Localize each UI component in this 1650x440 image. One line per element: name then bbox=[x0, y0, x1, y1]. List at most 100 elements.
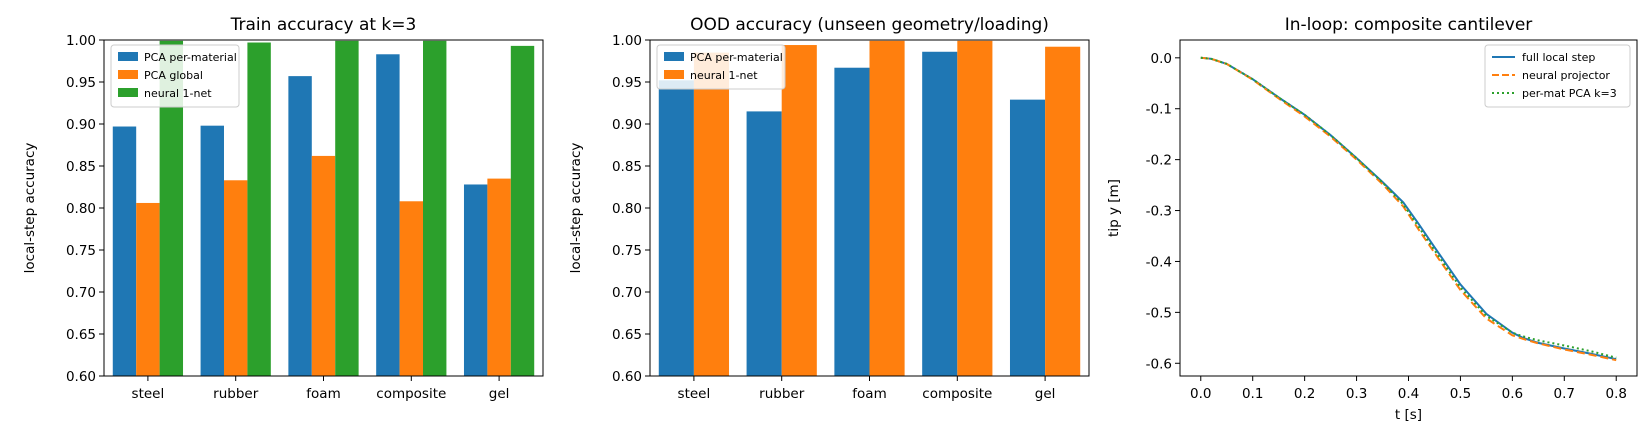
x-tick-label: 0.5 bbox=[1450, 386, 1471, 402]
bar-pca-per-material-foam bbox=[834, 67, 870, 376]
y-axis-label: local-step accuracy bbox=[22, 143, 38, 274]
y-tick-label: 0.75 bbox=[66, 243, 96, 259]
bar-pca-per-material-rubber bbox=[746, 111, 782, 377]
bar-neural-1-net-composite bbox=[957, 40, 993, 377]
y-tick-label: -0.5 bbox=[1146, 305, 1172, 321]
legend-swatch bbox=[664, 70, 684, 79]
chart-title: OOD accuracy (unseen geometry/loading) bbox=[690, 15, 1049, 35]
bar-pca-per-material-gel bbox=[1009, 99, 1046, 376]
x-tick-label: composite bbox=[376, 386, 446, 402]
bar-neural-1-net-gel bbox=[510, 45, 535, 376]
bar-pca-per-material-steel bbox=[658, 80, 694, 376]
x-tick-label: foam bbox=[852, 386, 886, 402]
bar-neural-1-net-steel bbox=[693, 52, 730, 376]
bar-pca-per-material-rubber bbox=[200, 125, 224, 377]
bar-pca-per-material-gel bbox=[463, 184, 488, 376]
y-tick-label: 0.80 bbox=[612, 201, 642, 217]
bar-pca-global-composite bbox=[399, 201, 424, 376]
legend-swatch bbox=[118, 52, 138, 61]
axes-frame bbox=[1179, 39, 1638, 377]
legend: full local step neural projector per-mat P… bbox=[1484, 44, 1631, 108]
bar-neural-1-net-rubber bbox=[781, 45, 817, 376]
legend-entry: PCA per-material bbox=[690, 51, 783, 64]
bar-neural-1-net-composite bbox=[423, 40, 447, 377]
y-tick-label: 0.65 bbox=[66, 327, 96, 343]
x-tick-label: rubber bbox=[213, 386, 259, 402]
y-axis-label: tip y [m] bbox=[1106, 179, 1122, 237]
y-tick-label: 0.70 bbox=[612, 285, 642, 301]
y-tick-label: 0.60 bbox=[66, 369, 96, 385]
x-tick-label: 0.1 bbox=[1242, 386, 1263, 402]
legend-box bbox=[110, 44, 240, 108]
legend-entry: neural 1-net bbox=[690, 69, 758, 82]
bar-neural-1-net-rubber bbox=[247, 42, 271, 377]
bar-pca-global-gel bbox=[487, 178, 511, 376]
x-tick-label: gel bbox=[489, 386, 510, 402]
legend-entry: neural 1-net bbox=[144, 87, 212, 100]
legend-entry: neural projector bbox=[1522, 69, 1610, 82]
x-tick-label: 0.7 bbox=[1554, 386, 1575, 402]
y-tick-label: 1.00 bbox=[612, 33, 642, 49]
chart-title: Train accuracy at k=3 bbox=[230, 15, 417, 35]
y-tick-label: 0.90 bbox=[612, 117, 642, 133]
x-tick-label: 0.8 bbox=[1605, 386, 1626, 402]
chart-2: steel rubber foam composite gel 0.60 0.65 0.70 0… bbox=[568, 15, 1090, 402]
y-tick-label: 0.70 bbox=[66, 285, 96, 301]
axes-frame bbox=[103, 39, 544, 377]
bar-neural-1-net-foam bbox=[869, 40, 905, 377]
y-tick-label: -0.3 bbox=[1146, 204, 1172, 220]
y-tick-label: -0.1 bbox=[1146, 102, 1172, 118]
chart-title: In-loop: composite cantilever bbox=[1285, 15, 1533, 35]
bar-pca-per-material-steel bbox=[112, 126, 137, 377]
x-axis-label: t [s] bbox=[1395, 407, 1422, 423]
y-tick-label: 0.85 bbox=[66, 159, 96, 175]
bar-neural-1-net-steel bbox=[159, 40, 184, 377]
series-line-neural-projector bbox=[1200, 56, 1617, 362]
legend: PCA per-material neural 1-net bbox=[656, 44, 786, 90]
x-tick-label: 0.3 bbox=[1346, 386, 1367, 402]
y-tick-label: -0.6 bbox=[1146, 356, 1172, 372]
x-tick-label: 0.2 bbox=[1294, 386, 1315, 402]
x-tick-label: composite bbox=[922, 386, 992, 402]
y-tick-label: 0.90 bbox=[66, 117, 96, 133]
y-tick-label: 0.95 bbox=[66, 75, 96, 91]
bar-pca-global-foam bbox=[311, 155, 336, 376]
legend-box bbox=[656, 44, 786, 90]
y-tick-label: 0.0 bbox=[1151, 51, 1172, 67]
x-tick-label: 0.0 bbox=[1190, 386, 1211, 402]
x-tick-label: gel bbox=[1035, 386, 1056, 402]
x-tick-label: 0.4 bbox=[1398, 386, 1419, 402]
y-tick-label: 0.80 bbox=[66, 201, 96, 217]
y-tick-label: 0.85 bbox=[612, 159, 642, 175]
legend: PCA per-material PCA global neural 1-net bbox=[110, 44, 240, 108]
legend-entry: PCA global bbox=[144, 69, 203, 82]
x-tick-label: rubber bbox=[759, 386, 805, 402]
bar-neural-1-net-foam bbox=[335, 40, 359, 377]
x-tick-label: foam bbox=[306, 386, 340, 402]
x-tick-label: steel bbox=[132, 386, 165, 402]
y-tick-label: 1.00 bbox=[66, 33, 96, 49]
y-axis-label: local-step accuracy bbox=[568, 143, 584, 274]
bar-neural-1-net-gel bbox=[1045, 46, 1081, 376]
y-tick-label: 0.65 bbox=[612, 327, 642, 343]
legend-swatch bbox=[118, 70, 138, 79]
legend-entry: PCA per-material bbox=[144, 51, 237, 64]
axes-frame bbox=[649, 39, 1090, 377]
bar-pca-per-material-composite bbox=[922, 51, 958, 376]
x-tick-label: 0.6 bbox=[1502, 386, 1523, 402]
legend-swatch bbox=[118, 88, 138, 97]
bar-pca-global-rubber bbox=[223, 180, 248, 376]
y-tick-label: -0.2 bbox=[1146, 153, 1172, 169]
y-tick-label: 0.75 bbox=[612, 243, 642, 259]
y-tick-label: 0.60 bbox=[612, 369, 642, 385]
chart-1: steel rubber foam composite gel 0.60 0.65 0.70 0… bbox=[22, 15, 544, 402]
bar-pca-global-steel bbox=[136, 202, 160, 376]
legend-box bbox=[1484, 44, 1631, 108]
chart-3: 0.0 0.1 0.2 0.3 0.4 0.5 0.6 0.7 0.8 0.0 -0.1 -0.2 -0… bbox=[1106, 15, 1638, 423]
legend-entry: per-mat PCA k=3 bbox=[1522, 87, 1617, 100]
y-tick-label: -0.4 bbox=[1146, 254, 1172, 270]
legend-swatch bbox=[664, 52, 684, 61]
bar-pca-per-material-composite bbox=[376, 54, 400, 376]
bar-pca-per-material-foam bbox=[288, 76, 312, 377]
